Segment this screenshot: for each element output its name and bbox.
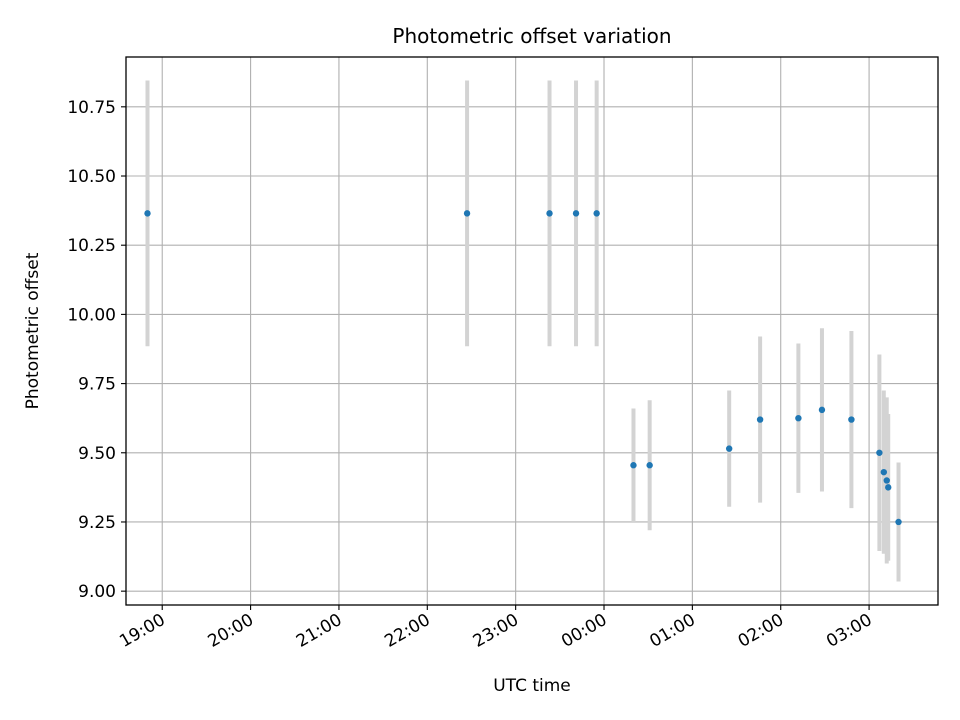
data-point [848, 416, 855, 423]
x-tick-label: 20:00 [205, 610, 257, 652]
x-tick-label: 00:00 [558, 610, 610, 652]
data-point [572, 210, 580, 217]
data-point [463, 210, 471, 217]
y-tick-label: 10.50 [67, 167, 116, 187]
y-tick-label: 9.00 [78, 582, 116, 602]
data-point [756, 416, 764, 423]
y-tick-label: 9.25 [78, 513, 116, 533]
data-point [876, 449, 883, 456]
y-tick-label: 10.00 [67, 305, 116, 325]
data-point [880, 468, 888, 476]
data-points [144, 210, 902, 526]
data-point [883, 477, 890, 484]
data-point [546, 210, 553, 217]
data-point [885, 484, 892, 491]
y-tick-label: 9.50 [78, 444, 116, 464]
x-axis: 19:00 20:00 21:00 22:00 23:00 00:00 01:00 02:00… [116, 605, 876, 652]
x-tick-label: 03:00 [823, 610, 875, 652]
data-point [630, 462, 637, 469]
data-point [795, 414, 802, 422]
x-axis-label: UTC time [493, 676, 571, 696]
errorbars [145, 80, 901, 582]
data-point [725, 445, 733, 452]
y-tick-label: 10.75 [67, 98, 116, 118]
data-point [593, 210, 600, 217]
data-point [895, 518, 902, 526]
plot-frame [125, 56, 939, 606]
x-tick-label: 21:00 [293, 610, 345, 652]
data-point [818, 406, 826, 414]
x-tick-label: 22:00 [381, 610, 433, 652]
y-axis: 9.00 9.25 9.50 9.75 10.00 10.25 10.50 10.75 [67, 98, 126, 602]
y-tick-label: 10.25 [67, 236, 116, 256]
x-tick-label: 19:00 [116, 610, 168, 652]
grid [126, 57, 938, 605]
data-point [144, 210, 151, 217]
y-axis-label: Photometric offset [23, 252, 43, 409]
y-tick-label: 9.75 [78, 375, 116, 395]
data-point [646, 462, 653, 469]
x-tick-label: 23:00 [470, 610, 522, 652]
chart-title: Photometric offset variation [392, 24, 671, 48]
x-tick-label: 02:00 [735, 610, 787, 652]
x-tick-label: 01:00 [646, 610, 698, 652]
